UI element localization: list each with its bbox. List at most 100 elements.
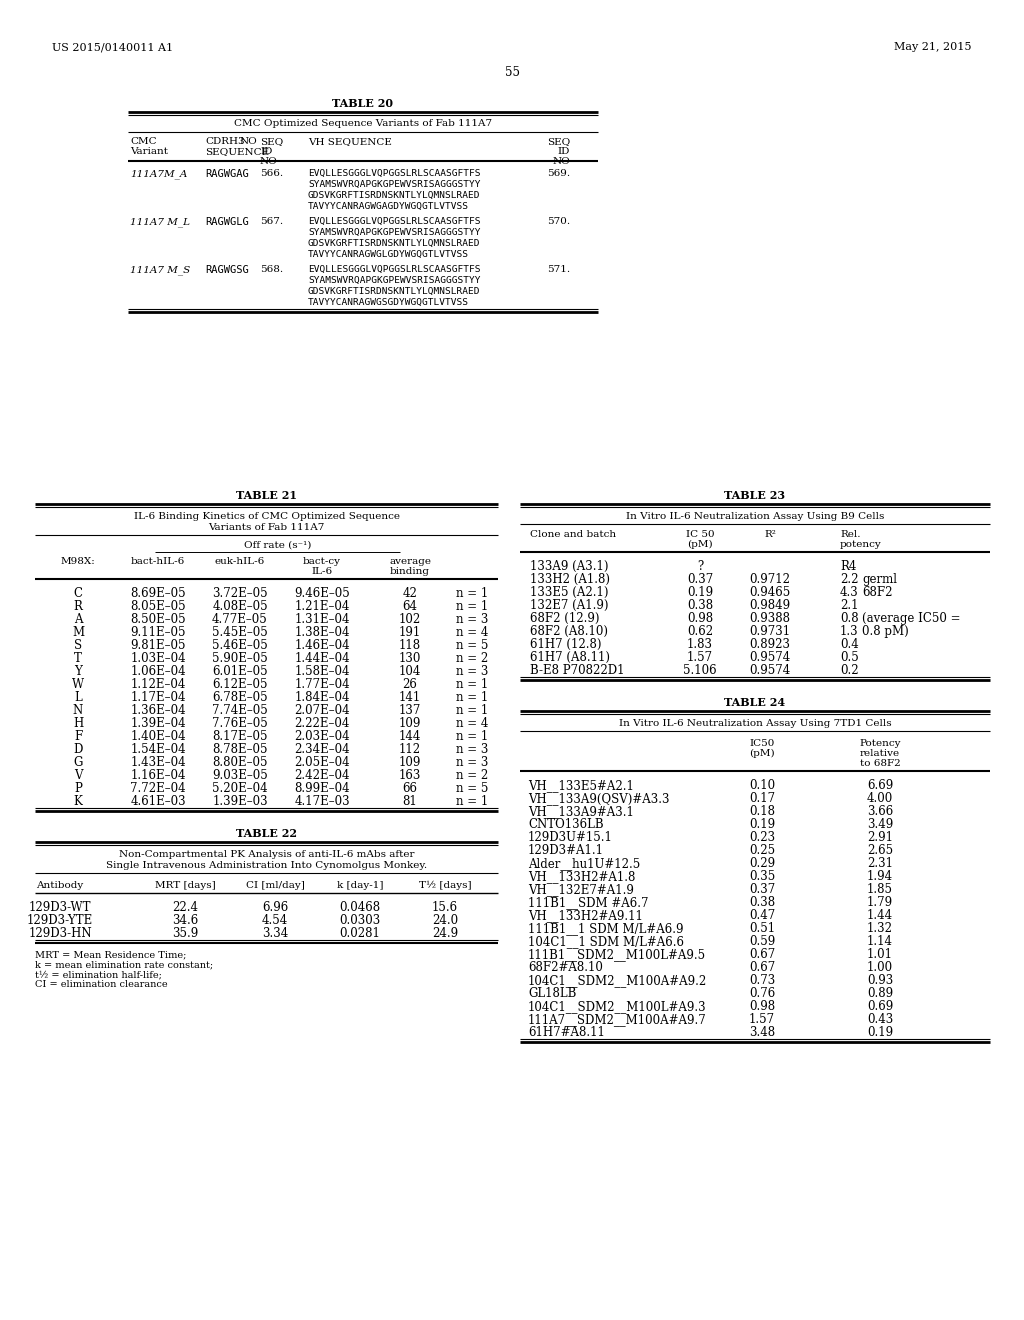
Text: (average IC50 =: (average IC50 = xyxy=(862,612,961,624)
Text: GL18LB: GL18LB xyxy=(528,987,577,1001)
Text: 144: 144 xyxy=(398,730,421,743)
Text: SYAMSWVRQAPGKGPEWVSRISAGGGSTYY: SYAMSWVRQAPGKGPEWVSRISAGGGSTYY xyxy=(308,180,480,189)
Text: 1.43E–04: 1.43E–04 xyxy=(130,756,185,770)
Text: 1.03E–04: 1.03E–04 xyxy=(130,652,185,665)
Text: L: L xyxy=(74,690,82,704)
Text: 1.77E–04: 1.77E–04 xyxy=(294,678,350,690)
Text: 2.31: 2.31 xyxy=(867,857,893,870)
Text: 1.01: 1.01 xyxy=(867,948,893,961)
Text: 3.49: 3.49 xyxy=(867,818,893,832)
Text: VH__133H2#A9.11: VH__133H2#A9.11 xyxy=(528,909,643,921)
Text: 3.72E–05: 3.72E–05 xyxy=(212,587,268,601)
Text: 2.03E–04: 2.03E–04 xyxy=(294,730,350,743)
Text: 0.8 pM): 0.8 pM) xyxy=(862,624,908,638)
Text: RAGWGLG: RAGWGLG xyxy=(205,216,249,227)
Text: 2.42E–04: 2.42E–04 xyxy=(294,770,350,781)
Text: n = 3: n = 3 xyxy=(456,743,488,756)
Text: 7.72E–04: 7.72E–04 xyxy=(130,781,185,795)
Text: 0.8923: 0.8923 xyxy=(750,638,791,651)
Text: 1.44: 1.44 xyxy=(867,909,893,921)
Text: 0.35: 0.35 xyxy=(749,870,775,883)
Text: 109: 109 xyxy=(398,717,421,730)
Text: 0.67: 0.67 xyxy=(749,961,775,974)
Text: Rel.: Rel. xyxy=(840,531,860,539)
Text: VH SEQUENCE: VH SEQUENCE xyxy=(308,137,392,147)
Text: SYAMSWVRQAPGKGPEWVSRISAGGGSTYY: SYAMSWVRQAPGKGPEWVSRISAGGGSTYY xyxy=(308,276,480,285)
Text: SEQ: SEQ xyxy=(260,137,284,147)
Text: 4.54: 4.54 xyxy=(262,913,288,927)
Text: CI = elimination clearance: CI = elimination clearance xyxy=(35,979,168,989)
Text: bact-cy: bact-cy xyxy=(303,557,341,566)
Text: 111B1__SDM2__M100L#A9.5: 111B1__SDM2__M100L#A9.5 xyxy=(528,948,707,961)
Text: T½ [days]: T½ [days] xyxy=(419,880,471,890)
Text: TAVYYCANRAGWGSGDYWGQGTLVTVSS: TAVYYCANRAGWGSGDYWGQGTLVTVSS xyxy=(308,298,469,308)
Text: germl: germl xyxy=(862,573,897,586)
Text: 26: 26 xyxy=(402,678,418,690)
Text: C: C xyxy=(74,587,83,601)
Text: 0.98: 0.98 xyxy=(749,1001,775,1012)
Text: TABLE 22: TABLE 22 xyxy=(236,828,297,840)
Text: (pM): (pM) xyxy=(750,748,775,758)
Text: 5.90E–05: 5.90E–05 xyxy=(212,652,268,665)
Text: RAGWGAG: RAGWGAG xyxy=(205,169,249,180)
Text: MRT [days]: MRT [days] xyxy=(155,880,215,890)
Text: 0.18: 0.18 xyxy=(749,805,775,818)
Text: Single Intravenous Administration Into Cynomolgus Monkey.: Single Intravenous Administration Into C… xyxy=(105,861,427,870)
Text: M98X:: M98X: xyxy=(60,557,95,566)
Text: 129D3-YTE: 129D3-YTE xyxy=(27,913,93,927)
Text: 4.77E–05: 4.77E–05 xyxy=(212,612,268,626)
Text: 570.: 570. xyxy=(547,216,570,226)
Text: 64: 64 xyxy=(402,601,418,612)
Text: 566.: 566. xyxy=(260,169,283,178)
Text: 9.03E–05: 9.03E–05 xyxy=(212,770,268,781)
Text: 2.34E–04: 2.34E–04 xyxy=(294,743,350,756)
Text: 34.6: 34.6 xyxy=(172,913,198,927)
Text: TABLE 24: TABLE 24 xyxy=(724,697,785,708)
Text: 0.38: 0.38 xyxy=(687,599,713,612)
Text: n = 1: n = 1 xyxy=(456,795,488,808)
Text: 0.51: 0.51 xyxy=(749,921,775,935)
Text: 1.17E–04: 1.17E–04 xyxy=(130,690,185,704)
Text: 129D3-HN: 129D3-HN xyxy=(29,927,92,940)
Text: 109: 109 xyxy=(398,756,421,770)
Text: H: H xyxy=(73,717,83,730)
Text: 191: 191 xyxy=(399,626,421,639)
Text: 2.07E–04: 2.07E–04 xyxy=(294,704,350,717)
Text: 1.57: 1.57 xyxy=(687,651,713,664)
Text: ID: ID xyxy=(558,147,570,156)
Text: NO: NO xyxy=(260,157,278,166)
Text: 104C1__SDM2__M100L#A9.3: 104C1__SDM2__M100L#A9.3 xyxy=(528,1001,707,1012)
Text: 571.: 571. xyxy=(547,265,570,275)
Text: 2.05E–04: 2.05E–04 xyxy=(294,756,350,770)
Text: 6.96: 6.96 xyxy=(262,902,288,913)
Text: 8.50E–05: 8.50E–05 xyxy=(130,612,185,626)
Text: 1.14: 1.14 xyxy=(867,935,893,948)
Text: 0.29: 0.29 xyxy=(749,857,775,870)
Text: 4.00: 4.00 xyxy=(867,792,893,805)
Text: 0.19: 0.19 xyxy=(867,1026,893,1039)
Text: 0.89: 0.89 xyxy=(867,987,893,1001)
Text: 0.76: 0.76 xyxy=(749,987,775,1001)
Text: 137: 137 xyxy=(398,704,421,717)
Text: 104C1__SDM2__M100A#A9.2: 104C1__SDM2__M100A#A9.2 xyxy=(528,974,708,987)
Text: In Vitro IL-6 Neutralization Assay Using 7TD1 Cells: In Vitro IL-6 Neutralization Assay Using… xyxy=(618,719,891,729)
Text: 68F2: 68F2 xyxy=(862,586,893,599)
Text: 9.46E–05: 9.46E–05 xyxy=(294,587,350,601)
Text: k = mean elimination rate constant;: k = mean elimination rate constant; xyxy=(35,960,213,969)
Text: n = 3: n = 3 xyxy=(456,665,488,678)
Text: Variants of Fab 111A7: Variants of Fab 111A7 xyxy=(208,523,325,532)
Text: 68F2 (12.9): 68F2 (12.9) xyxy=(530,612,599,624)
Text: relative: relative xyxy=(860,748,900,758)
Text: n = 5: n = 5 xyxy=(456,781,488,795)
Text: to 68F2: to 68F2 xyxy=(859,759,900,768)
Text: CDRH3: CDRH3 xyxy=(205,137,245,147)
Text: NO: NO xyxy=(552,157,570,166)
Text: 112: 112 xyxy=(399,743,421,756)
Text: 3.66: 3.66 xyxy=(867,805,893,818)
Text: 8.05E–05: 8.05E–05 xyxy=(130,601,185,612)
Text: binding: binding xyxy=(390,568,430,576)
Text: 0.43: 0.43 xyxy=(867,1012,893,1026)
Text: 3.48: 3.48 xyxy=(749,1026,775,1039)
Text: TAVYYCANRAGWGAGDYWGQGTLVTVSS: TAVYYCANRAGWGAGDYWGQGTLVTVSS xyxy=(308,202,469,211)
Text: 7.76E–05: 7.76E–05 xyxy=(212,717,268,730)
